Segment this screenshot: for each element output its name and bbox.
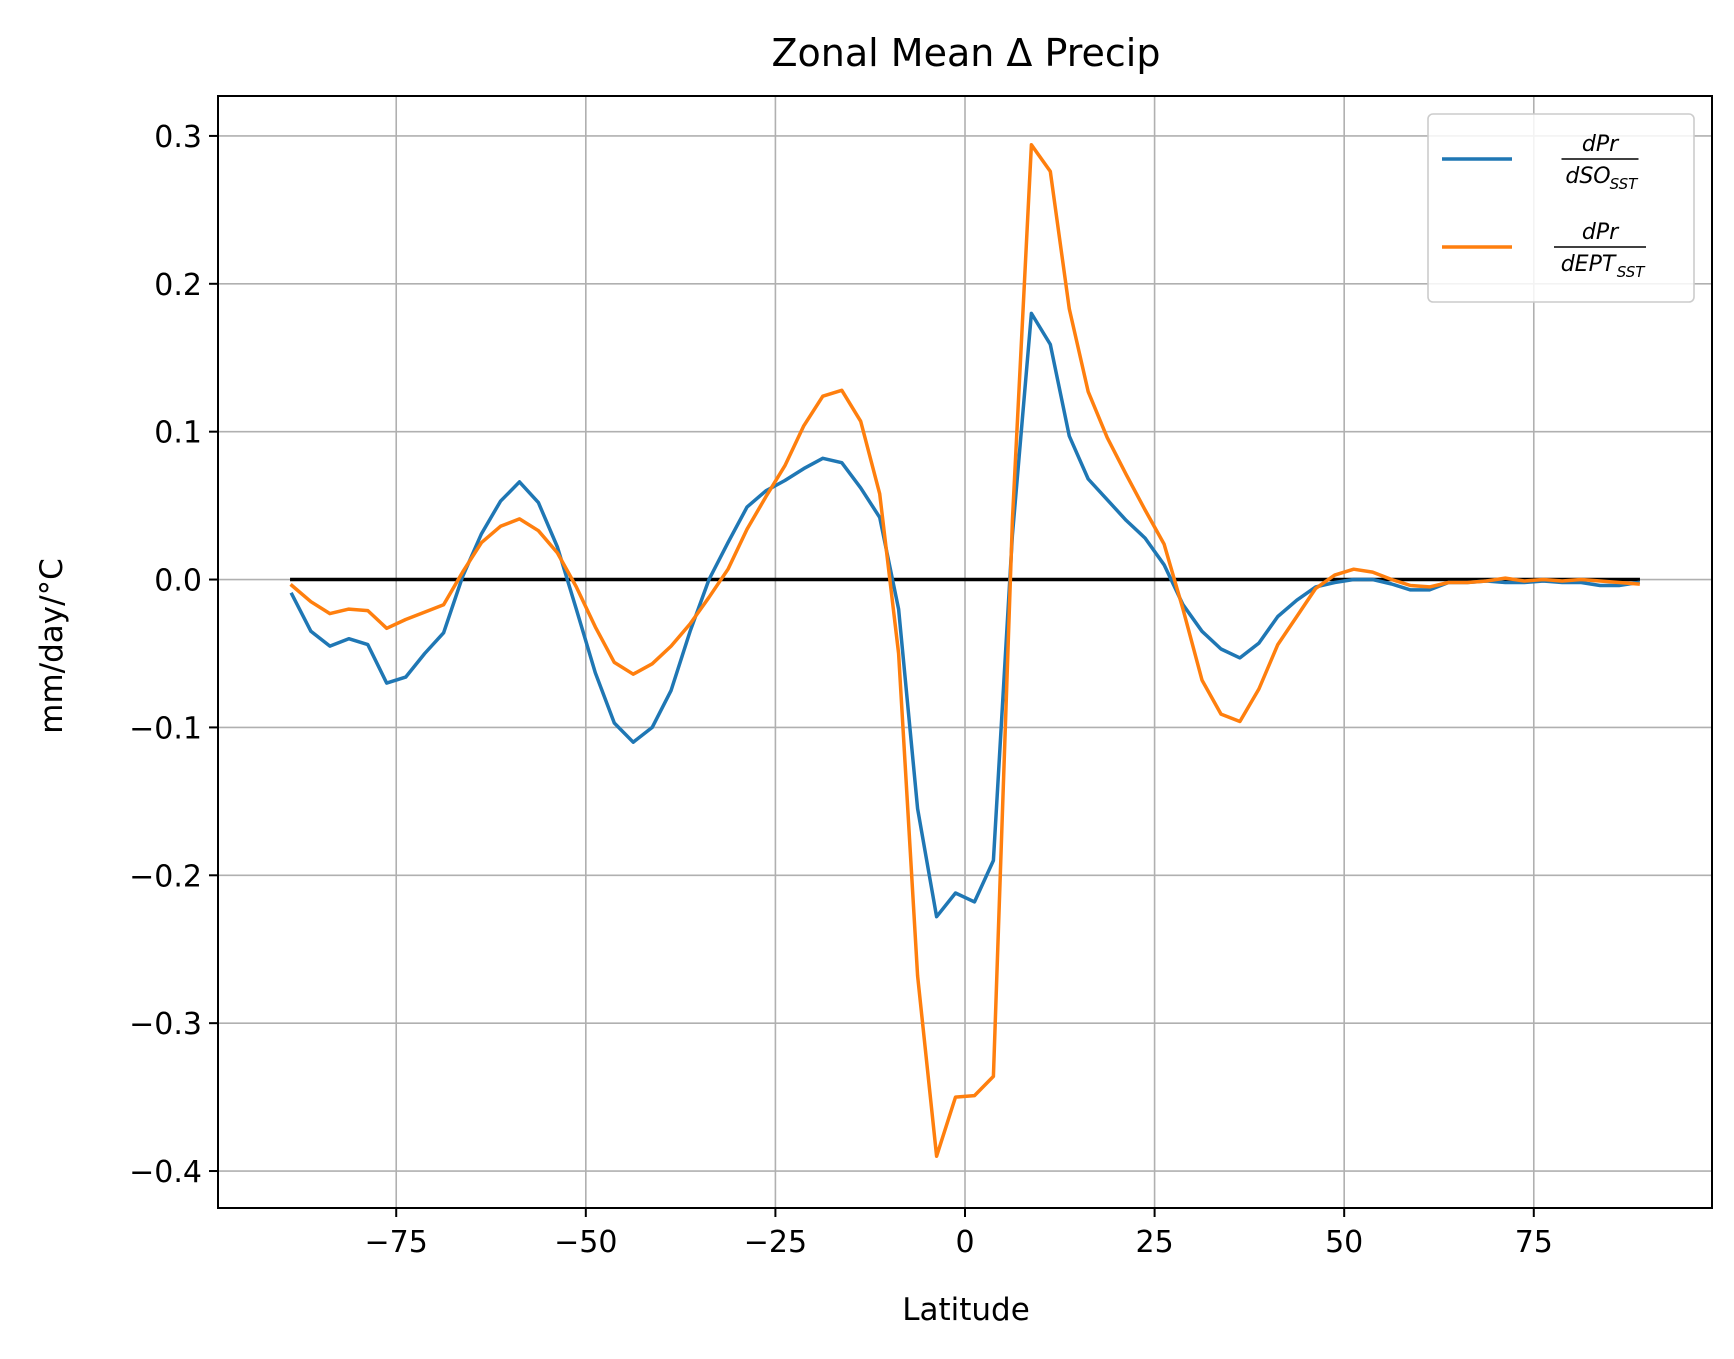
- series-line-2: [289, 143, 1640, 1158]
- legend-denominator-2: dEPT: [1561, 252, 1617, 277]
- y-tick-label: −0.2: [129, 859, 202, 894]
- tick-layer: −75 −50 −25 0 25 50 75 0.3 0.2 0.1 0.0 −0.1 −0.2 −0.3…: [129, 120, 1553, 1260]
- legend-numerator-2: dPr: [1582, 220, 1620, 245]
- x-tick-label: −50: [554, 1225, 617, 1260]
- series-layer: [289, 143, 1641, 1158]
- x-tick-label: 50: [1325, 1225, 1363, 1260]
- series-line-1: [289, 311, 1641, 919]
- y-tick-label: −0.4: [129, 1155, 202, 1190]
- y-tick-label: 0.2: [154, 268, 202, 303]
- x-tick-label: −75: [365, 1225, 428, 1260]
- y-axis-label: mm/day/°C: [34, 558, 70, 733]
- y-tick-label: 0.1: [154, 416, 202, 451]
- x-axis-label: Latitude: [902, 1292, 1030, 1328]
- y-tick-label: −0.1: [129, 711, 202, 746]
- legend-denominator-1: dSO: [1565, 164, 1610, 189]
- x-tick-label: −25: [744, 1225, 807, 1260]
- legend-numerator-1: dPr: [1582, 132, 1620, 157]
- y-tick-label: 0.3: [154, 120, 202, 155]
- x-tick-label: 0: [955, 1225, 974, 1260]
- legend-subscript-1: SST: [1610, 175, 1640, 193]
- x-tick-label: 25: [1136, 1225, 1174, 1260]
- chart-title: Zonal Mean Δ Precip: [772, 31, 1161, 75]
- y-tick-label: −0.3: [129, 1007, 202, 1042]
- y-tick-label: 0.0: [154, 564, 202, 599]
- legend-subscript-2: SST: [1617, 263, 1647, 281]
- legend-box: [1427, 113, 1695, 303]
- x-tick-label: 75: [1515, 1225, 1553, 1260]
